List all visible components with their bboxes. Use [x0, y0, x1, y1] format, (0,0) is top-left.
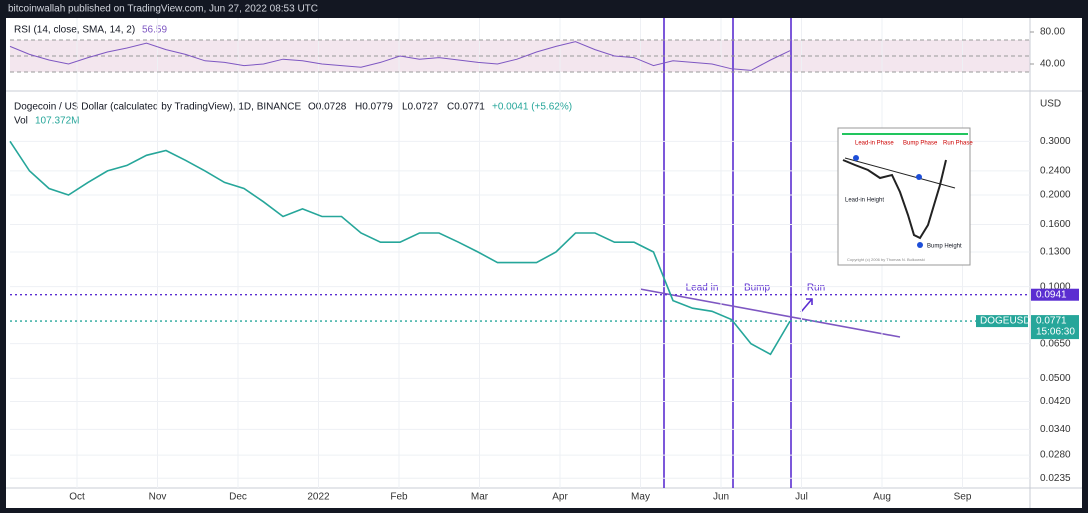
x-tick-label: Sep	[954, 492, 972, 503]
inset-label: Run Phase	[943, 141, 973, 147]
y-tick-label: 0.0500	[1040, 373, 1071, 384]
axis-label: USD	[1040, 99, 1061, 110]
rsi-value: 56.59	[142, 25, 167, 36]
price-line	[9, 140, 791, 356]
y-tick-label: 0.1000	[1040, 281, 1071, 292]
price-label: 0.0941	[1036, 289, 1067, 300]
x-tick-label: Apr	[552, 492, 568, 503]
x-tick-label: Dec	[229, 492, 247, 503]
ohlc-change: +0.0041 (+5.62%)	[492, 102, 572, 113]
inset-dot	[917, 242, 923, 248]
ohlc-high: H0.0779	[355, 102, 393, 113]
annotation: Run	[807, 283, 825, 294]
x-tick-label: May	[631, 492, 650, 503]
inset-trend	[844, 157, 956, 189]
volume-title: Vol	[14, 116, 28, 127]
y-tick-label: 0.0235	[1040, 473, 1071, 484]
inset-frame	[837, 127, 971, 266]
pattern-lines	[639, 18, 901, 488]
y-tick-label: 0.0340	[1040, 424, 1071, 435]
trend-line	[639, 288, 901, 338]
price-label-box	[1031, 315, 1079, 340]
inset-dot	[916, 174, 922, 180]
y-tick-label: 80.00	[1040, 27, 1065, 38]
y-tick-label: 0.0280	[1040, 450, 1071, 461]
rsi-title: RSI (14, close, SMA, 14, 2)	[14, 25, 135, 36]
x-tick-label: Oct	[69, 492, 85, 503]
inset-label: Lead-in Height	[845, 198, 884, 204]
y-tick-label: 0.2400	[1040, 165, 1071, 176]
y-tick-label: 0.2000	[1040, 190, 1071, 201]
x-tick-label: Feb	[390, 492, 408, 503]
publisher: bitcoinwallah published on TradingView.c…	[8, 4, 318, 15]
symbol-label: DOGEUSD	[980, 316, 1031, 327]
rsi-line	[9, 41, 791, 71]
inset-label: Bump Phase	[903, 141, 938, 147]
y-tick-label: 0.1300	[1040, 247, 1071, 258]
x-tick-label: Aug	[873, 492, 891, 503]
annotation: Lead in	[686, 283, 719, 294]
inset-price	[842, 159, 947, 240]
inset-label: Lead-in Phase	[855, 141, 894, 147]
countdown: 15:06:30	[1036, 327, 1075, 338]
x-tick-label: Nov	[149, 492, 167, 503]
y-tick-label: 0.0650	[1040, 338, 1071, 349]
symbol-box	[976, 315, 1028, 328]
y-tick-label: 40.00	[1040, 59, 1065, 70]
price-label-box	[1031, 288, 1079, 301]
inset-label: Bump Height	[927, 244, 962, 250]
ohlc-low: L0.0727	[402, 102, 439, 113]
ohlc-open: O0.0728	[308, 102, 347, 113]
x-tick-label: Jul	[795, 492, 808, 503]
inset-copyright: Copyright (c) 2006 by Thomas N. Bulkowsk…	[847, 257, 925, 262]
x-tick-label: Jun	[713, 492, 729, 503]
annotation: Bump	[744, 283, 771, 294]
y-tick-label: 0.3000	[1040, 136, 1071, 147]
x-tick-label: Mar	[471, 492, 489, 503]
ohlc-close: C0.0771	[447, 102, 485, 113]
inset-diagram: Lead-in Phase Bump Phase Run Phase Lead-…	[837, 127, 973, 266]
volume-value: 107.372M	[35, 116, 79, 127]
y-tick-label: 0.1600	[1040, 219, 1071, 230]
inset-dot	[853, 155, 859, 161]
y-tick-label: 0.0420	[1040, 396, 1071, 407]
price-label: 0.0771	[1036, 316, 1067, 327]
run-arrow-head	[806, 298, 813, 305]
run-arrow	[800, 298, 813, 313]
x-tick-label: 2022	[307, 492, 330, 503]
rsi-band	[10, 40, 1030, 72]
